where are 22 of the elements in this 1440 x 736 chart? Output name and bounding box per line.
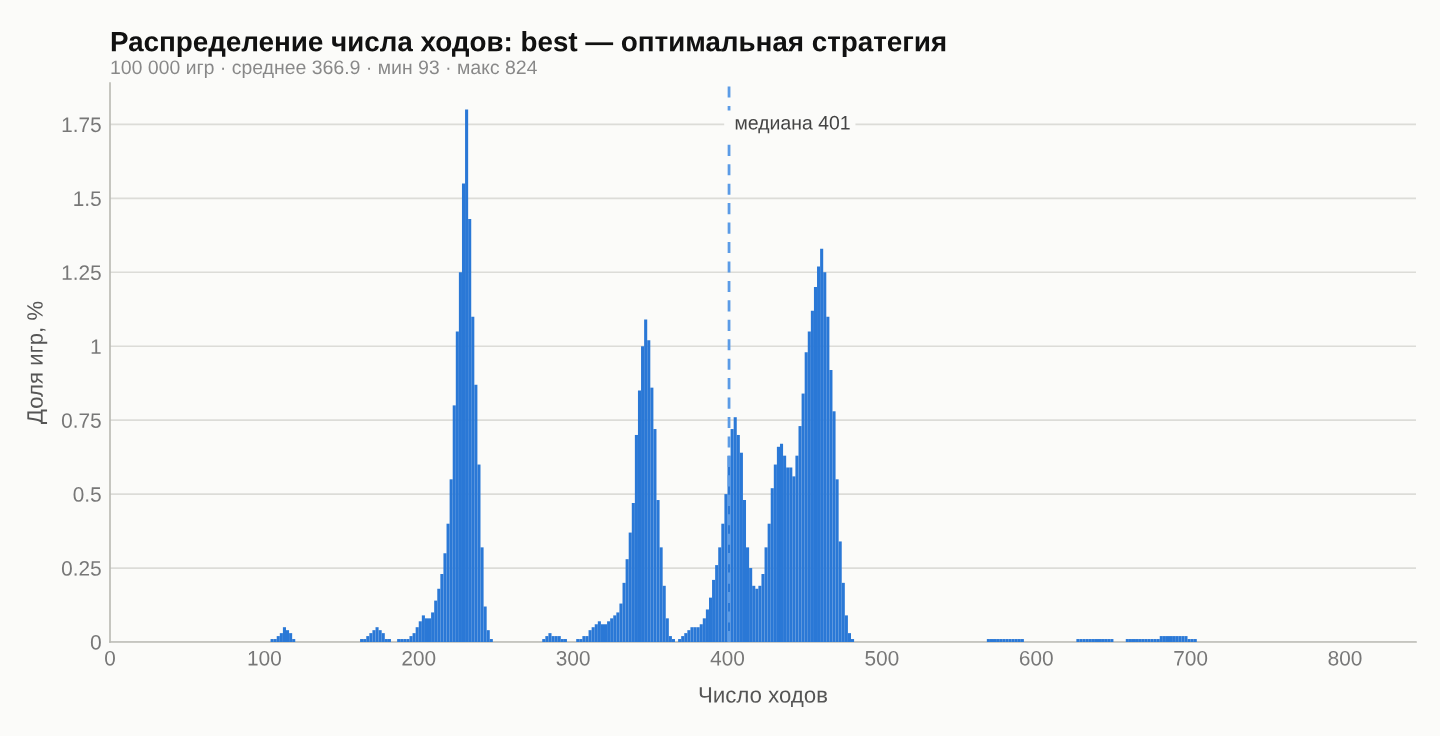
x-tick-label: 700 [1174, 650, 1208, 666]
y-tick-label: 1.75 [62, 117, 101, 133]
y-tick-label: 0.25 [61, 561, 101, 576]
x-tick-label: 600 [1019, 650, 1053, 666]
y-tick-label: 0 [90, 635, 101, 650]
y-tick-label: 0.75 [61, 413, 101, 428]
x-tick-label: 800 [1328, 650, 1362, 666]
y-tick-label: 0.5 [73, 487, 101, 502]
chart-title: Распределение числа ходов: best — оптимальная стратегия [111, 31, 946, 57]
x-axis-title: Число ходов [699, 687, 828, 707]
x-tick-label: 500 [865, 650, 899, 666]
y-tick-label: 1.5 [74, 191, 101, 207]
y-tick-label: 1 [91, 339, 101, 354]
y-axis-title: Доля игр, % [27, 301, 48, 424]
x-tick-label: 300 [556, 650, 590, 666]
x-tick-label: 100 [248, 650, 281, 666]
ref-line-label: медиана 401 [735, 115, 850, 134]
y-tick-label: 1.25 [62, 265, 101, 281]
chart-subtitle: 100 000 игр · среднее 366.9 · мин 93 · макс 824 [111, 60, 537, 79]
x-tick-label: 200 [402, 650, 436, 666]
x-tick-label: 0 [105, 650, 115, 666]
x-tick-label: 400 [710, 650, 745, 666]
